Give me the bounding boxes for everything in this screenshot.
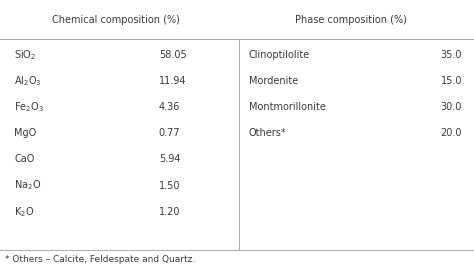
Text: 11.94: 11.94 [159, 76, 186, 86]
Text: Clinoptilolite: Clinoptilolite [249, 50, 310, 60]
Text: Chemical composition (%): Chemical composition (%) [52, 15, 180, 25]
Text: 1.50: 1.50 [159, 180, 180, 191]
Text: MgO: MgO [14, 128, 36, 138]
Text: * Others – Calcite, Feldespate and Quartz.: * Others – Calcite, Feldespate and Quart… [5, 255, 195, 264]
Text: Montmorillonite: Montmorillonite [249, 102, 326, 112]
Text: 15.0: 15.0 [441, 76, 462, 86]
Text: 1.20: 1.20 [159, 207, 180, 217]
Text: K$_2$O: K$_2$O [14, 205, 35, 219]
Text: CaO: CaO [14, 154, 35, 164]
Text: 0.77: 0.77 [159, 128, 181, 138]
Text: 35.0: 35.0 [441, 50, 462, 60]
Text: 5.94: 5.94 [159, 154, 180, 164]
Text: Phase composition (%): Phase composition (%) [295, 15, 407, 25]
Text: Al$_2$O$_3$: Al$_2$O$_3$ [14, 74, 42, 88]
Text: 20.0: 20.0 [441, 128, 462, 138]
Text: SiO$_2$: SiO$_2$ [14, 48, 36, 62]
Text: Others*: Others* [249, 128, 286, 138]
Text: 4.36: 4.36 [159, 102, 180, 112]
Text: 58.05: 58.05 [159, 50, 187, 60]
Text: Na$_2$O: Na$_2$O [14, 179, 41, 193]
Text: Fe$_2$O$_3$: Fe$_2$O$_3$ [14, 100, 44, 114]
Text: 30.0: 30.0 [441, 102, 462, 112]
Text: Mordenite: Mordenite [249, 76, 298, 86]
